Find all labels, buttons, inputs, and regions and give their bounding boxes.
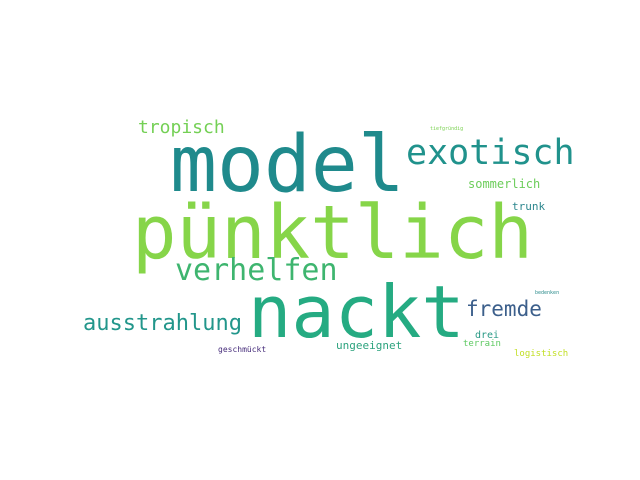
word-puenktlich: pünktlich (132, 190, 533, 276)
word-exotisch: exotisch (406, 133, 575, 173)
word-ausstrahlung: ausstrahlung (83, 311, 242, 336)
word-tiefgruendig: tiefgründig (430, 126, 464, 132)
word-fremde: fremde (466, 297, 542, 321)
word-drei: drei (475, 330, 500, 341)
word-geschmueckt: geschmückt (218, 345, 267, 354)
word-model: model (170, 120, 405, 210)
word-ungeeignet: ungeeignet (336, 339, 403, 352)
word-verhelfen: verhelfen (175, 253, 338, 288)
word-sommerlich: sommerlich (468, 177, 541, 191)
word-nackt: nackt (248, 270, 465, 354)
word-bedenken: bedenken (535, 290, 560, 296)
word-logistisch: logistisch (514, 349, 569, 359)
word-terrain: terrain (463, 339, 501, 349)
word-trunk: trunk (512, 200, 546, 213)
word-tropisch: tropisch (138, 117, 225, 138)
